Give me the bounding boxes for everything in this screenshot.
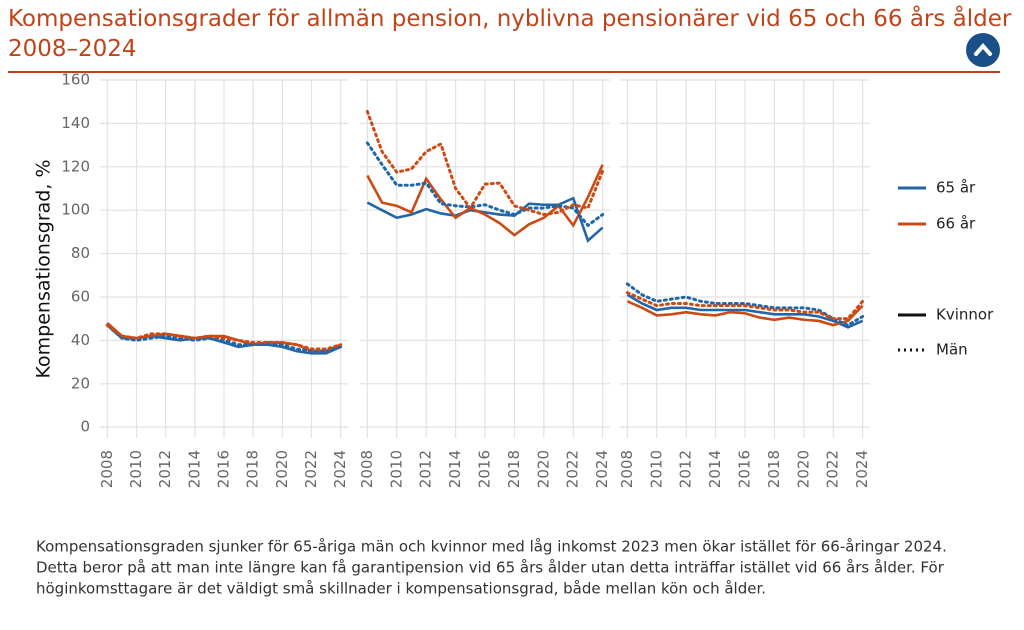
x-tick-label: 2014	[706, 450, 724, 488]
legend-label: Män	[936, 341, 968, 359]
x-tick-label: 2024	[593, 450, 611, 488]
scroll-top-button[interactable]	[966, 33, 1000, 67]
x-tick-label: 2014	[446, 450, 464, 488]
x-tick-label: 2008	[618, 450, 636, 488]
series-line	[625, 291, 865, 321]
x-tick-label: 2016	[736, 450, 754, 488]
x-tick-label: 2008	[358, 450, 376, 488]
y-tick-label: 40	[71, 331, 90, 349]
y-tick-label: 100	[61, 201, 90, 219]
series-line	[626, 300, 864, 327]
x-tick-label: 2012	[156, 450, 174, 488]
series-line	[365, 109, 605, 217]
x-tick-label: 2010	[387, 450, 405, 488]
x-tick-label: 2020	[794, 450, 812, 488]
legend-label: 66 år	[936, 215, 976, 233]
caption-line: Detta beror på att man inte längre kan f…	[36, 559, 945, 577]
series-line	[366, 164, 604, 237]
x-tick-label: 2018	[244, 450, 262, 488]
legend-label: 65 år	[936, 179, 976, 197]
y-tick-label: 160	[61, 71, 90, 89]
x-tick-label: 2022	[824, 450, 842, 488]
series-line	[626, 293, 864, 329]
x-tick-label: 2024	[853, 450, 871, 488]
y-tick-label: 60	[71, 287, 90, 305]
series-line	[365, 141, 605, 228]
caption-line: Kompensationsgraden sjunker för 65-åriga…	[36, 538, 947, 556]
y-tick-label: 140	[61, 114, 90, 132]
x-tick-label: 2010	[127, 450, 145, 488]
x-tick-label: 2016	[215, 450, 233, 488]
y-tick-label: 80	[71, 244, 90, 262]
y-axis-label: Kompensationsgrad, %	[33, 160, 55, 379]
x-tick-label: 2018	[765, 450, 783, 488]
x-tick-label: 2012	[677, 450, 695, 488]
x-tick-label: 2024	[331, 450, 349, 488]
x-tick-label: 2008	[98, 450, 116, 488]
x-tick-label: 2020	[273, 450, 291, 488]
x-tick-label: 2018	[505, 450, 523, 488]
caption-line: höginkomsttagare är det väldigt små skil…	[36, 580, 766, 598]
x-tick-label: 2016	[476, 450, 494, 488]
x-tick-label: 2020	[534, 450, 552, 488]
x-tick-label: 2022	[302, 450, 320, 488]
series-line	[105, 323, 343, 351]
title: Kompensationsgrader för allmän pension, …	[8, 4, 1012, 62]
y-tick-label: 0	[80, 418, 90, 436]
x-tick-label: 2010	[647, 450, 665, 488]
y-tick-label: 20	[71, 374, 90, 392]
legend-label: Kvinnor	[936, 306, 994, 324]
series-line	[105, 323, 343, 353]
x-tick-label: 2012	[417, 450, 435, 488]
y-tick-label: 120	[61, 157, 90, 175]
series-line	[366, 196, 604, 243]
x-tick-label: 2014	[185, 450, 203, 488]
x-tick-label: 2022	[564, 450, 582, 488]
